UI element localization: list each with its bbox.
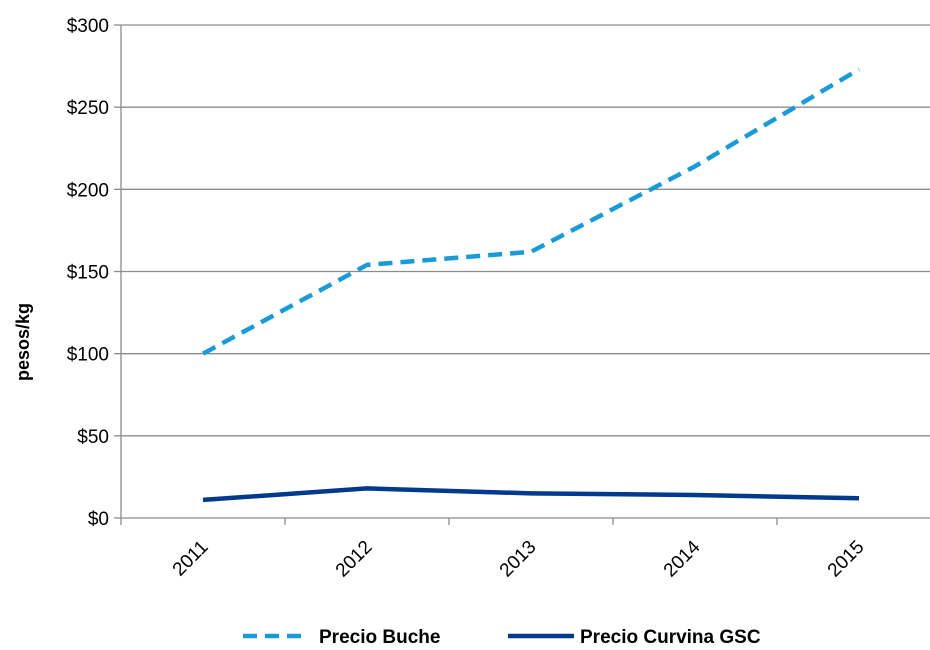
y-tick-label: $200: [67, 180, 109, 201]
series-lines: [201, 67, 861, 503]
x-axis: 2011 2012 2013 2014 2015: [120, 518, 869, 582]
series-line: [201, 67, 861, 356]
y-axis-title: pesos/kg: [13, 303, 33, 381]
legend: Precio Buche Precio Curvina GSC: [243, 627, 761, 648]
y-axis: $0 $50 $100 $150 $200 $250 $300: [67, 16, 121, 530]
gridlines: [121, 24, 930, 437]
series-line: [202, 486, 860, 503]
y-tick-label: $50: [77, 427, 109, 448]
legend-label: Precio Curvina GSC: [580, 627, 761, 648]
y-tick-label: $0: [88, 509, 109, 530]
y-tick-label: $100: [67, 345, 109, 366]
y-tick-label: $150: [67, 263, 109, 284]
x-tick-label: 2011: [169, 537, 213, 581]
x-tick-label: 2013: [496, 537, 541, 582]
x-tick-label: 2014: [660, 536, 705, 581]
x-tick-label: 2015: [824, 537, 869, 582]
y-tick-label: $300: [67, 16, 109, 37]
y-tick-label: $250: [67, 98, 109, 119]
x-tick-label: 2012: [332, 537, 377, 582]
legend-label: Precio Buche: [319, 627, 440, 648]
